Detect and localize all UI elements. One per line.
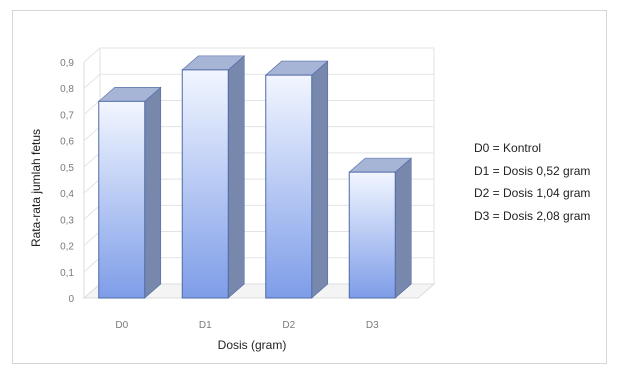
x-tick-label: D3 [366,320,379,331]
y-axis-ticks: 0 0,1 0,2 0,3 0,4 0,5 0,6 0,7 0,8 0,9 [60,58,74,305]
bar-d2 [264,60,329,299]
legend-entry-d0: D0 = Kontrol [474,141,542,155]
bar-side [144,86,162,299]
bar-side [311,60,329,299]
legend-entry-d1: D1 = Dosis 0,52 gram [474,163,591,178]
x-axis-ticks: D0 D1 D2 D3 [115,320,379,331]
bar-d3 [348,157,413,299]
bar-front [98,100,146,299]
y-tick-label: 0,3 [60,215,74,226]
y-tick-label: 0,5 [60,163,74,174]
y-tick-label: 0,6 [60,137,74,148]
y-axis-label: Rata-rata jumlah fetus [29,129,43,247]
x-tick-label: D2 [282,320,295,331]
bar-side [394,157,412,299]
y-tick-label: 0,9 [60,58,74,69]
y-tick-label: 0,4 [60,189,74,200]
x-axis-label: Dosis (gram) [218,338,287,352]
y-tick-label: 0,2 [60,242,74,253]
bar-front [348,171,396,299]
bars [97,55,413,299]
gridline [83,47,434,63]
bar-d1 [181,55,246,299]
y-tick-label: 0,7 [60,110,74,121]
bar-d0 [97,86,162,299]
legend-entry-d2: D2 = Dosis 1,04 gram [474,186,591,200]
y-tick-label: 0,1 [60,268,74,279]
x-tick-label: D0 [115,320,128,331]
x-tick-label: D1 [199,320,212,331]
y-tick-label: 0 [68,294,74,305]
bar-front [181,69,229,299]
y-tick-label: 0,8 [60,84,74,95]
bar-front [265,74,313,299]
legend: D0 = Kontrol D1 = Dosis 0,52 gram D2 = D… [474,137,590,227]
legend-entry-d3: D3 = Dosis 2,08 gram [474,208,591,223]
bar-side [227,55,245,299]
